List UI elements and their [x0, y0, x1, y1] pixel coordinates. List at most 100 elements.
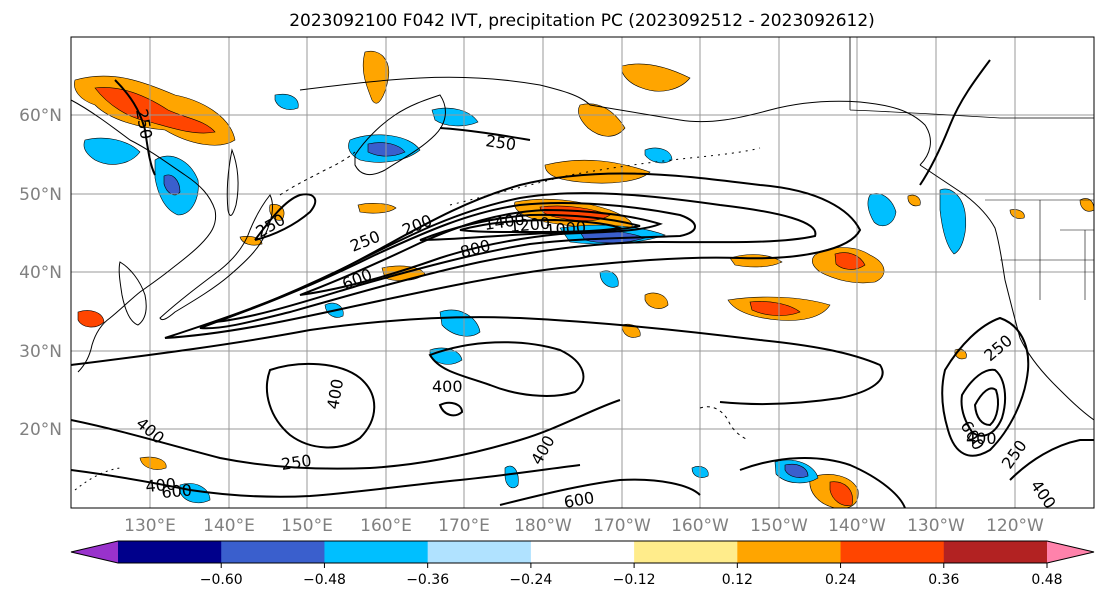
ivt-contour-600-south	[499, 478, 701, 506]
map-frame	[70, 36, 1095, 509]
colorbar-segment	[840, 541, 945, 563]
colorbar-tick-label: 0.12	[722, 572, 753, 588]
precip-negative-patch	[274, 93, 299, 110]
colorbar-tick-label: 0.24	[825, 572, 856, 588]
colorbar-tick-label: −0.48	[303, 572, 346, 588]
colorbar-segment	[324, 541, 429, 563]
lon-label: 150°W	[750, 516, 808, 536]
ivt-contour-250-north	[114, 79, 156, 176]
colorbar-segment	[530, 541, 635, 563]
longitude-labels: 130°E 140°E 150°E 160°E 170°E 180°W 170°…	[124, 516, 1044, 536]
contour-label: 600	[161, 480, 193, 502]
coastline-kurils	[279, 151, 356, 196]
colorbar-segment	[634, 541, 738, 563]
precip-negative-patch	[179, 483, 211, 504]
precip-positive-patch	[578, 103, 626, 137]
precip-negative-patch	[784, 463, 809, 478]
ivt-contour-250-south	[71, 399, 621, 470]
lat-label: 40°N	[19, 263, 62, 283]
contour-label: 400	[966, 429, 997, 448]
precip-positive-patch	[139, 456, 167, 470]
precip-positive-patch	[644, 292, 669, 309]
coastlines	[71, 37, 1094, 491]
colorbar-tick-label: −0.12	[613, 572, 656, 588]
ivt-contour-400-jet	[199, 192, 817, 330]
contour-label: 400	[432, 377, 463, 396]
coastline-aleutians	[449, 147, 761, 206]
colorbar-segment	[737, 541, 842, 563]
colorbar-tick-label: 0.36	[928, 572, 959, 588]
contour-label: 400	[145, 474, 177, 496]
lon-label: 160°E	[360, 516, 412, 536]
precip-positive-patch	[94, 87, 216, 134]
coastline-korea	[118, 261, 147, 326]
ivt-contour-250-east	[941, 316, 1030, 457]
ivt-contour-400-small	[438, 401, 464, 417]
precip-positive-patch	[77, 310, 105, 328]
ivt-contours	[71, 59, 1094, 508]
ivt-contour-250-gulf	[919, 59, 991, 186]
colorbar-extend-high	[1047, 541, 1094, 563]
ivt-contour-250-se	[739, 457, 906, 508]
lon-label: 120°W	[986, 516, 1044, 536]
lon-label: 140°W	[828, 516, 886, 536]
ivt-contour-800-jet	[299, 208, 663, 296]
lon-label: 160°W	[671, 516, 729, 536]
ivt-contour-400-east	[960, 368, 1007, 437]
ivt-contour-400-south	[71, 464, 581, 498]
contour-label: 250	[484, 131, 517, 154]
lon-label: 150°E	[281, 516, 333, 536]
lat-label: 30°N	[19, 342, 62, 362]
colorbar-tick-label: −0.60	[200, 572, 243, 588]
precip-positive-patch	[1079, 198, 1094, 212]
lat-label: 50°N	[19, 185, 62, 205]
map-panel: 250 250 250 250 200 1400 1200 1000 800 6…	[70, 36, 1095, 512]
ivt-contour-1200-jet	[459, 218, 624, 233]
ivt-contour-400-loop2	[428, 341, 585, 397]
colorbar-extend-low	[71, 541, 118, 563]
ivt-contour-250-nw	[439, 127, 531, 141]
colorbar-tick-label: −0.36	[406, 572, 449, 588]
ivt-contour-400-ne	[1009, 439, 1094, 481]
precip-negative-patch	[599, 270, 619, 288]
coastline-siberia	[299, 76, 591, 106]
colorbar-segment	[221, 541, 325, 563]
contour-label: 1200	[509, 214, 551, 236]
lon-label: 140°E	[203, 516, 255, 536]
ivt-contour-250-jet	[164, 172, 862, 339]
coastline-japan	[159, 194, 273, 321]
lon-label: 170°W	[593, 516, 651, 536]
ivt-contour-600-jet	[214, 202, 696, 323]
precip-positive-patch	[362, 50, 390, 104]
precip-negative-patch	[83, 137, 141, 165]
precip-positive-patch	[1009, 209, 1025, 219]
precip-negative-patch	[644, 147, 673, 164]
ivt-contour-400-mid	[71, 316, 884, 406]
precip-negative-patch	[867, 193, 897, 227]
colorbar-segment	[427, 541, 532, 563]
contour-label: 600	[562, 488, 595, 512]
precip-negative-patch	[504, 465, 519, 489]
colorbar-segments	[70, 540, 1095, 564]
colorbar: −0.60 −0.48 −0.36 −0.24 −0.12 0.12 0.24 0.36 0.4…	[70, 540, 1095, 588]
colorbar-tick-label: −0.24	[509, 572, 552, 588]
precip-negative-patch	[163, 174, 181, 196]
coastline-na-west	[919, 164, 1094, 421]
lon-label: 130°W	[907, 516, 965, 536]
figure-title: 2023092100 F042 IVT, precipitation PC (2…	[289, 11, 875, 31]
contour-label: 250	[280, 451, 313, 474]
precip-positive-patch	[829, 481, 853, 506]
colorbar-ticks: −0.60 −0.48 −0.36 −0.24 −0.12 0.12 0.24 0.36 0.4…	[200, 563, 1063, 588]
ivt-contour-250-west	[254, 193, 317, 241]
contour-label: 1000	[545, 218, 587, 240]
ivt-contour-600-east	[973, 387, 999, 427]
ivt-contour-1000-jet	[419, 213, 641, 241]
border-canada-us	[849, 37, 1094, 119]
ivt-contour-400-loop1	[265, 362, 376, 449]
border-us-states	[985, 199, 1094, 300]
precip-positive-patch	[621, 323, 641, 338]
coastline-kamchatka	[354, 94, 446, 176]
lon-label: 180°W	[514, 516, 572, 536]
lat-label: 20°N	[19, 420, 62, 440]
